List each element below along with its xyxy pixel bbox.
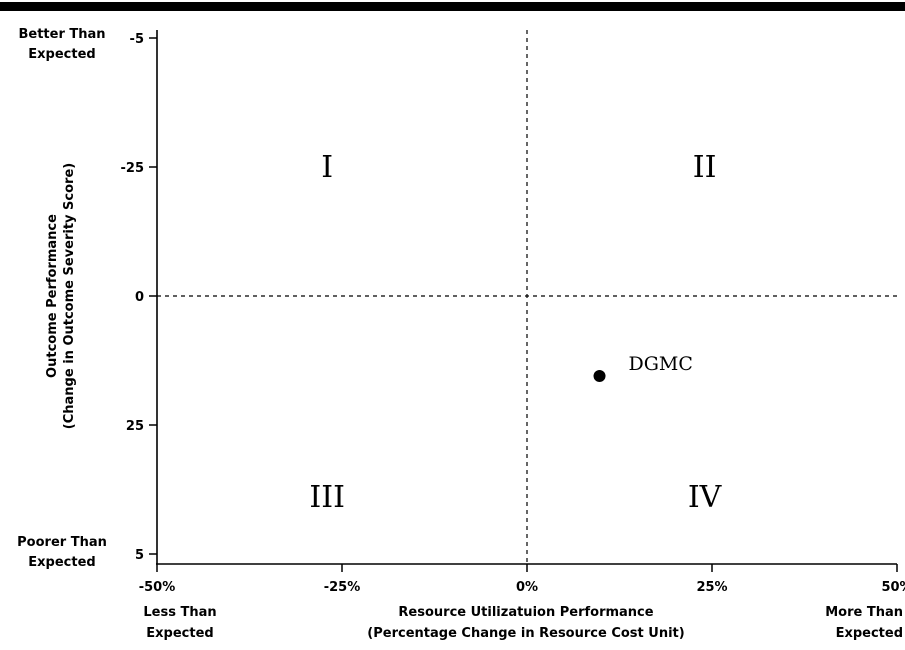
quadrant-label-IV: IV (688, 480, 723, 515)
x-tick-label: 0% (516, 580, 538, 595)
top-border-bar (0, 2, 905, 11)
x-tick-label: 50% (881, 580, 905, 595)
x-right-end-label-line: Expected (836, 626, 903, 641)
y-bottom-end-label-line: Expected (28, 555, 95, 570)
quadrant-label-II: II (693, 150, 717, 185)
y-axis-title: Outcome Performance (Change in Outcome Se… (45, 163, 77, 429)
x-right-end-label: More Than Expected (825, 605, 903, 641)
x-tick-label: 25% (696, 580, 727, 595)
x-right-end-label-line: More Than (825, 605, 903, 620)
quadrant-label-I: I (321, 150, 333, 185)
x-tick-label: -50% (139, 580, 176, 595)
y-top-end-label: Better Than Expected (18, 27, 105, 62)
data-point (593, 369, 606, 382)
axis-labels: Outcome Performance (Change in Outcome Se… (17, 27, 903, 641)
y-tick-label: -5 (130, 32, 144, 47)
y-tick-label: 25 (126, 419, 144, 434)
x-tick-label: -25% (324, 580, 361, 595)
reference-lines (157, 30, 897, 564)
x-left-end-label-line: Less Than (143, 605, 216, 620)
quadrant-label-III: III (309, 480, 345, 515)
axes: -5 -25 0 25 5 -50% -25% 0% 25% 50% (121, 30, 905, 595)
y-top-end-label-line: Better Than (18, 27, 105, 42)
y-tick-label: 5 (135, 548, 144, 563)
x-axis-title-line: Resource Utilizatuion Performance (398, 605, 653, 620)
x-axis-title-line: (Percentage Change in Resource Cost Unit… (367, 626, 684, 641)
data-points: DGMC (593, 353, 693, 382)
y-tick-label: -25 (121, 161, 145, 176)
y-top-end-label-line: Expected (28, 47, 95, 62)
data-point-label: DGMC (629, 353, 693, 375)
y-axis-title-line: (Change in Outcome Severity Score) (62, 163, 77, 429)
x-left-end-label-line: Expected (146, 626, 213, 641)
x-axis-title: Resource Utilizatuion Performance (Percen… (367, 605, 684, 641)
y-bottom-end-label-line: Poorer Than (17, 535, 107, 550)
y-tick-label: 0 (135, 290, 144, 305)
y-bottom-end-label: Poorer Than Expected (17, 535, 107, 570)
y-axis-title-line: Outcome Performance (45, 214, 60, 378)
x-left-end-label: Less Than Expected (143, 605, 216, 641)
